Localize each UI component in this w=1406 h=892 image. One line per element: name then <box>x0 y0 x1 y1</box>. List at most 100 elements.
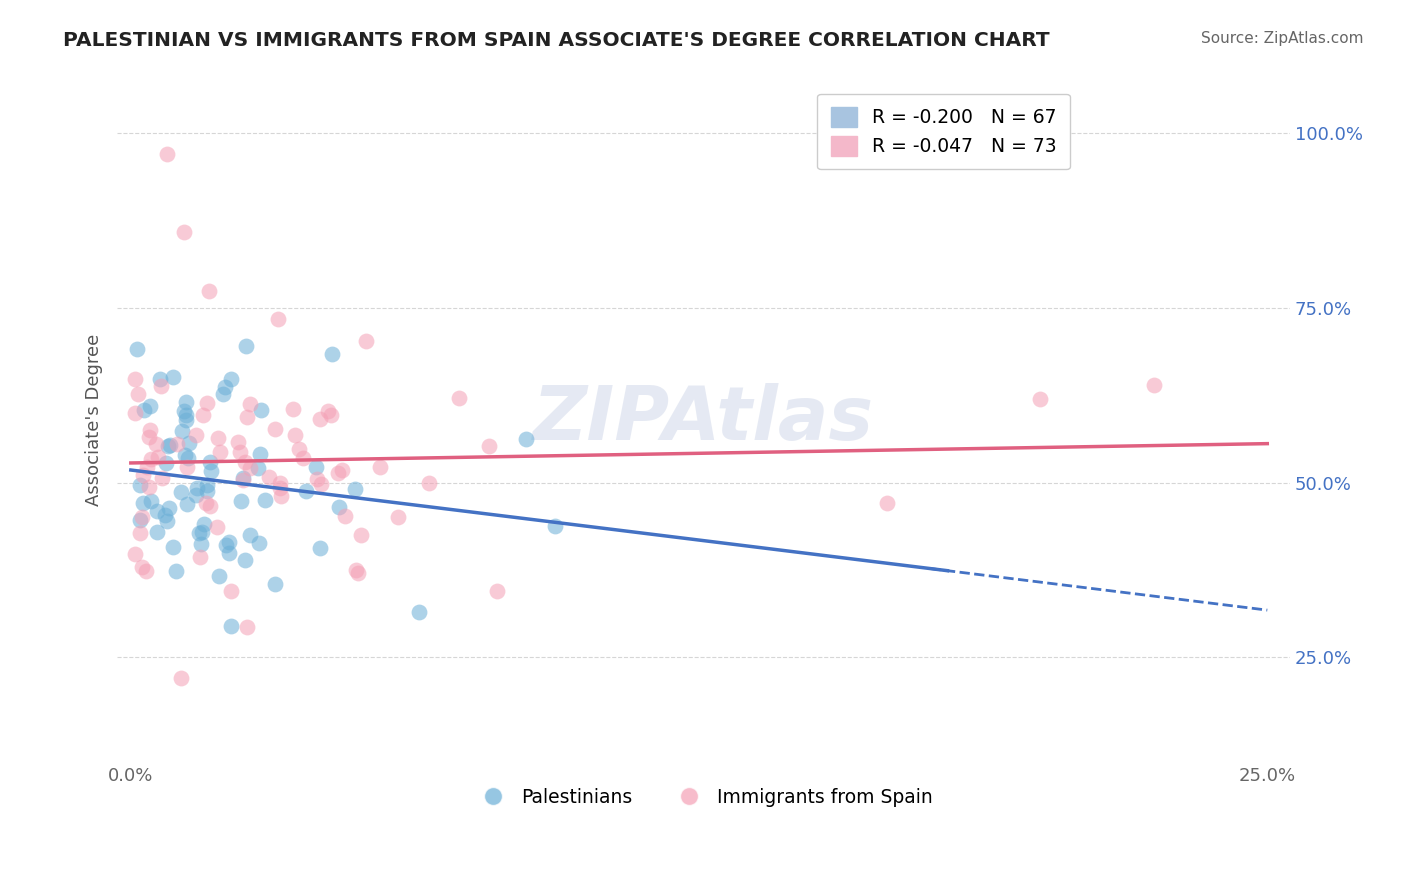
Point <box>418 475 440 490</box>
Point <box>253 493 276 508</box>
Point <box>195 483 218 498</box>
Point <box>218 535 240 549</box>
Point <box>195 478 218 492</box>
Point <box>283 401 305 416</box>
Point <box>139 494 162 508</box>
Point <box>124 547 146 561</box>
Point <box>235 339 257 353</box>
Point <box>170 671 193 685</box>
Point <box>159 438 181 452</box>
Point <box>191 524 214 539</box>
Point <box>236 409 259 424</box>
Point <box>212 387 235 401</box>
Point <box>347 566 370 581</box>
Point <box>193 517 215 532</box>
Point <box>186 481 208 495</box>
Point <box>284 427 307 442</box>
Point <box>173 448 195 462</box>
Text: ZIPAtlas: ZIPAtlas <box>533 384 875 457</box>
Point <box>127 387 149 401</box>
Point <box>267 312 290 326</box>
Point <box>198 455 221 469</box>
Point <box>195 496 218 510</box>
Point <box>232 473 254 487</box>
Point <box>129 513 152 527</box>
Point <box>162 541 184 555</box>
Point <box>184 428 207 442</box>
Point <box>307 471 329 485</box>
Point <box>515 432 537 446</box>
Point <box>187 525 209 540</box>
Point <box>215 538 238 552</box>
Point <box>145 504 167 518</box>
Point <box>478 439 501 453</box>
Point <box>138 424 160 438</box>
Point <box>136 460 159 475</box>
Point <box>1029 392 1052 406</box>
Point <box>309 411 332 425</box>
Point <box>295 483 318 498</box>
Point <box>135 564 157 578</box>
Point <box>226 434 249 449</box>
Point <box>231 493 253 508</box>
Point <box>149 372 172 386</box>
Point <box>326 467 349 481</box>
Point <box>247 536 270 550</box>
Point <box>309 477 332 491</box>
Point <box>239 396 262 410</box>
Point <box>156 147 179 161</box>
Point <box>264 422 287 436</box>
Point <box>195 396 218 410</box>
Point <box>157 500 180 515</box>
Point <box>124 372 146 386</box>
Point <box>139 451 162 466</box>
Point <box>132 467 155 482</box>
Point <box>145 524 167 539</box>
Point <box>292 450 315 465</box>
Point <box>145 436 167 450</box>
Point <box>176 409 198 423</box>
Point <box>350 527 373 541</box>
Point <box>543 519 565 533</box>
Point <box>200 464 222 478</box>
Point <box>173 404 195 418</box>
Point <box>198 285 221 299</box>
Point <box>138 430 160 444</box>
Point <box>162 369 184 384</box>
Point <box>190 537 212 551</box>
Point <box>249 446 271 460</box>
Point <box>486 584 509 599</box>
Point <box>186 488 208 502</box>
Point <box>131 510 153 524</box>
Point <box>343 482 366 496</box>
Point <box>205 520 228 534</box>
Point <box>368 460 391 475</box>
Point <box>1143 377 1166 392</box>
Point <box>176 395 198 409</box>
Point <box>344 563 367 577</box>
Point <box>239 461 262 475</box>
Point <box>288 442 311 457</box>
Point <box>219 619 242 633</box>
Point <box>328 500 350 514</box>
Point <box>166 437 188 451</box>
Point <box>128 478 150 492</box>
Point <box>146 450 169 464</box>
Legend: Palestinians, Immigrants from Spain: Palestinians, Immigrants from Spain <box>467 780 941 814</box>
Point <box>138 479 160 493</box>
Point <box>207 431 229 445</box>
Point <box>269 475 291 490</box>
Point <box>170 424 193 438</box>
Point <box>155 456 177 470</box>
Point <box>333 509 356 524</box>
Point <box>269 482 291 496</box>
Point <box>124 406 146 420</box>
Point <box>191 408 214 422</box>
Point <box>198 500 221 514</box>
Y-axis label: Associate's Degree: Associate's Degree <box>86 334 103 506</box>
Point <box>309 541 332 555</box>
Point <box>153 508 176 523</box>
Point <box>246 461 269 475</box>
Point <box>209 445 232 459</box>
Point <box>219 584 242 599</box>
